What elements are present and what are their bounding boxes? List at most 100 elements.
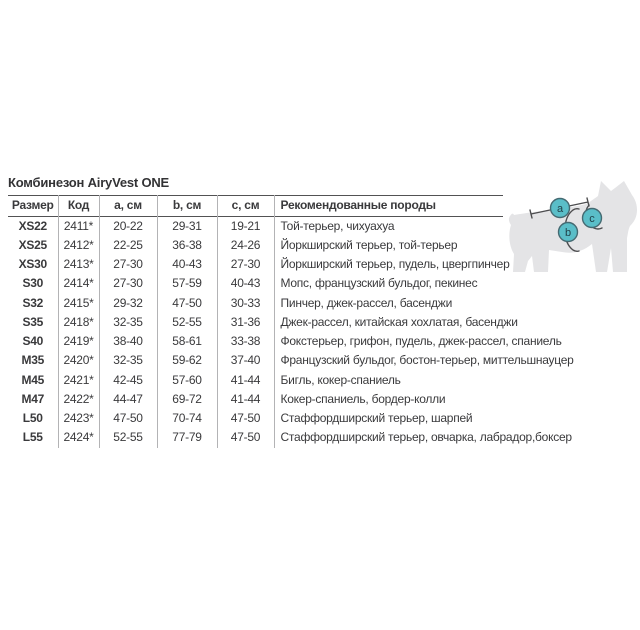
c-cell: 40-43 <box>217 274 275 294</box>
a-cell: 47-50 <box>99 409 158 429</box>
b-cell: 52-55 <box>157 312 218 332</box>
a-cell: 29-32 <box>99 293 158 313</box>
a-cell: 32-35 <box>99 351 158 371</box>
code-cell: 2420* <box>58 351 100 371</box>
breeds-cell: Бигль, кокер-спаниель <box>280 372 401 387</box>
breeds-cell: Французский бульдог, бостон-терьер, митт… <box>280 353 574 368</box>
b-cell: 77-79 <box>157 428 218 448</box>
size-cell: S30 <box>8 274 59 294</box>
breeds-cell: Йоркширский терьер, той-терьер <box>280 237 458 252</box>
b-cell: 36-38 <box>157 235 218 255</box>
b-cell: 58-61 <box>157 332 218 352</box>
marker-a-label: a <box>557 203 564 215</box>
a-cell: 44-47 <box>99 389 158 409</box>
header-code: Код <box>58 195 100 216</box>
size-cell: S32 <box>8 293 59 313</box>
breeds-cell: Мопс, французский бульдог, пекинес <box>280 276 478 291</box>
code-cell: 2422* <box>58 389 100 409</box>
size-cell: S40 <box>8 332 59 352</box>
c-cell: 41-44 <box>217 370 275 390</box>
size-cell: L55 <box>8 428 59 448</box>
size-table: Размер Код а, см b, см с, см Рекомендова… <box>8 195 574 448</box>
marker-a-circle <box>549 197 571 219</box>
c-cell: 30-33 <box>217 293 275 313</box>
header-c-cm: с, см <box>217 195 275 216</box>
header-b-cm: b, см <box>157 195 218 216</box>
table-row: L55 2424* 52-55 77-79 47-50 Стаффордширс… <box>8 428 573 448</box>
code-cell: 2414* <box>58 274 100 294</box>
b-cell: 59-62 <box>157 351 218 371</box>
measurement-markers: a b c <box>549 197 603 243</box>
code-cell: 2418* <box>58 312 100 332</box>
b-cell: 57-59 <box>157 274 218 294</box>
size-cell: M47 <box>8 389 59 409</box>
table-row: S35 2418* 32-35 52-55 31-36 Джек-рассел,… <box>8 312 518 332</box>
code-cell: 2424* <box>58 428 100 448</box>
size-cell: XS22 <box>8 216 59 236</box>
table-row: S40 2419* 38-40 58-61 33-38 Фокстерьер, … <box>8 332 562 352</box>
c-cell: 47-50 <box>217 428 275 448</box>
breeds-cell: Стаффордширский терьер, овчарка, лабрадо… <box>280 430 573 445</box>
table-row: S30 2414* 27-30 57-59 40-43 Мопс, францу… <box>8 274 503 294</box>
breeds-cell: Кокер-спаниель, бордер-колли <box>280 391 446 406</box>
page-title: Комбинезон AiryVest ONE <box>8 175 170 190</box>
b-cell: 69-72 <box>157 389 218 409</box>
size-cell: M35 <box>8 351 59 371</box>
a-cell: 22-25 <box>99 235 158 255</box>
a-cell: 42-45 <box>99 370 158 390</box>
a-cell: 38-40 <box>99 332 158 352</box>
c-cell: 24-26 <box>217 235 275 255</box>
c-cell: 33-38 <box>217 332 275 352</box>
code-cell: 2415* <box>58 293 100 313</box>
a-cell: 27-30 <box>99 255 158 275</box>
table-row: M47 2422* 44-47 69-72 41-44 Кокер-спание… <box>8 389 503 409</box>
c-cell: 37-40 <box>217 351 275 371</box>
table-row: S32 2415* 29-32 47-50 30-33 Пинчер, джек… <box>8 293 503 313</box>
breeds-cell: Стаффордширский терьер, шарпей <box>280 411 473 425</box>
marker-c-label: c <box>589 213 595 225</box>
code-cell: 2413* <box>58 255 100 275</box>
size-cell: M45 <box>8 370 59 390</box>
breeds-cell: Фокстерьер, грифон, пудель, джек-рассел,… <box>280 334 562 348</box>
table-row: M35 2420* 32-35 59-62 37-40 Французский … <box>8 351 574 371</box>
header-size: Размер <box>8 195 59 216</box>
size-cell: XS25 <box>8 235 59 255</box>
b-cell: 70-74 <box>157 409 218 429</box>
c-cell: 47-50 <box>217 409 275 429</box>
header-breeds: Рекомендованные породы <box>280 198 436 212</box>
c-cell: 19-21 <box>217 216 275 236</box>
a-cell: 32-35 <box>99 312 158 332</box>
table-row: XS22 2411* 20-22 29-31 19-21 Той-терьер,… <box>8 216 503 236</box>
code-cell: 2423* <box>58 409 100 429</box>
a-cell: 20-22 <box>99 216 158 236</box>
dog-measurement-diagram: a b c <box>508 181 637 272</box>
b-cell: 29-31 <box>157 216 218 236</box>
b-cell: 40-43 <box>157 255 218 275</box>
code-cell: 2421* <box>58 370 100 390</box>
c-cell: 41-44 <box>217 389 275 409</box>
marker-b-circle <box>557 221 579 243</box>
code-cell: 2411* <box>58 216 100 236</box>
c-cell: 31-36 <box>217 312 275 332</box>
size-cell: L50 <box>8 409 59 429</box>
a-cell: 52-55 <box>99 428 158 448</box>
code-cell: 2412* <box>58 235 100 255</box>
table-row: L50 2423* 47-50 70-74 47-50 Стаффордширс… <box>8 409 503 429</box>
table-header-row: Размер Код а, см b, см с, см Рекомендова… <box>8 195 503 216</box>
breeds-cell: Пинчер, джек-рассел, басенджи <box>280 295 453 310</box>
breeds-cell: Йоркширский терьер, пудель, цвергпинчер <box>280 257 510 271</box>
table-row: XS25 2412* 22-25 36-38 24-26 Йоркширский… <box>8 235 503 255</box>
marker-b-label: b <box>565 227 571 239</box>
breeds-cell: Джек-рассел, китайская хохлатая, басендж… <box>280 314 518 329</box>
table-row: M45 2421* 42-45 57-60 41-44 Бигль, кокер… <box>8 370 503 390</box>
c-cell: 27-30 <box>217 255 275 275</box>
code-cell: 2419* <box>58 332 100 352</box>
size-cell: S35 <box>8 312 59 332</box>
breeds-cell: Той-терьер, чихуахуа <box>280 218 395 233</box>
b-cell: 57-60 <box>157 370 218 390</box>
marker-c-circle <box>581 207 603 229</box>
header-a-cm: а, см <box>99 195 158 216</box>
size-cell: XS30 <box>8 255 59 275</box>
table-row: XS30 2413* 27-30 40-43 27-30 Йоркширский… <box>8 255 510 275</box>
